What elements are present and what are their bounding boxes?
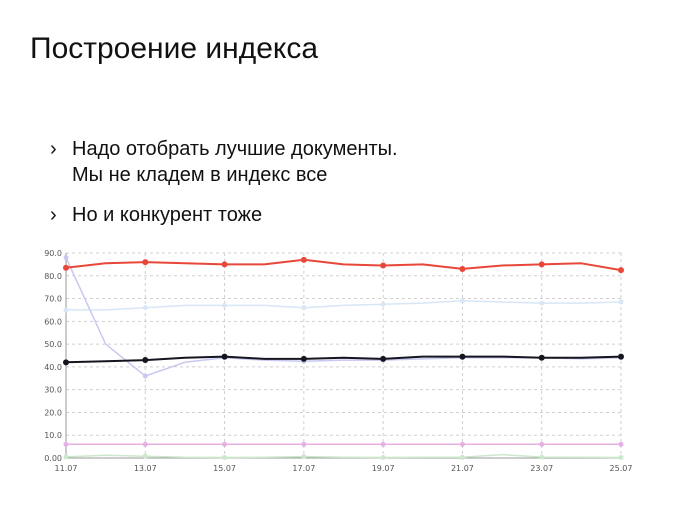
y-tick-label: 70.0 bbox=[44, 295, 62, 304]
data-point bbox=[618, 267, 624, 274]
data-point bbox=[301, 305, 307, 311]
y-tick-label: 80.0 bbox=[44, 272, 62, 281]
bullet-text: Мы не кладем в индекс все bbox=[72, 164, 328, 186]
bullet-text: Но и конкурент тоже bbox=[72, 204, 263, 226]
data-point bbox=[300, 355, 307, 362]
data-point bbox=[63, 359, 69, 366]
x-tick-label: 25.07 bbox=[610, 464, 633, 473]
data-point bbox=[222, 302, 228, 308]
y-tick-label: 30.0 bbox=[44, 386, 62, 395]
data-point bbox=[142, 453, 148, 459]
series-line bbox=[66, 300, 622, 311]
data-point bbox=[221, 261, 228, 268]
data-point bbox=[618, 299, 624, 305]
bullet-text: Надо отобрать лучшие документы. bbox=[72, 138, 398, 160]
bullet-list: › Надо отобрать лучшие документы. Мы не … bbox=[50, 136, 650, 242]
bullet-item: › Надо отобрать лучшие документы. Мы не … bbox=[50, 136, 650, 188]
data-point bbox=[142, 441, 148, 447]
data-point bbox=[142, 305, 148, 311]
slide-title: Построение индекса bbox=[30, 32, 319, 65]
series-line bbox=[65, 258, 622, 272]
x-tick-label: 21.07 bbox=[451, 464, 474, 473]
data-point bbox=[538, 354, 545, 361]
data-point bbox=[221, 353, 228, 360]
data-point bbox=[142, 357, 149, 364]
data-point bbox=[300, 256, 307, 263]
y-tick-label: 90.0 bbox=[44, 249, 62, 258]
data-point bbox=[63, 441, 69, 447]
series-line bbox=[65, 453, 622, 459]
x-tick-label: 23.07 bbox=[530, 464, 553, 473]
data-point bbox=[63, 307, 69, 313]
data-point bbox=[380, 301, 386, 307]
data-point bbox=[222, 441, 228, 447]
y-tick-label: 0.00 bbox=[44, 454, 62, 463]
data-point bbox=[618, 455, 624, 461]
data-point bbox=[618, 353, 624, 360]
data-point bbox=[459, 298, 465, 304]
y-tick-label: 10.0 bbox=[44, 431, 62, 440]
bullet-marker-icon: › bbox=[50, 204, 57, 226]
line-chart: 0.00 10.0 20.0 30.0 40.0 50.0 60.0 70.0 80.0 90.0… bbox=[44, 249, 633, 473]
x-tick-label: 17.07 bbox=[292, 464, 315, 473]
bullet-marker-icon: › bbox=[50, 138, 57, 160]
series-line bbox=[65, 355, 622, 364]
data-point bbox=[459, 353, 466, 360]
y-tick-label: 60.0 bbox=[44, 317, 62, 326]
x-tick-label: 13.07 bbox=[134, 464, 157, 473]
data-point bbox=[539, 454, 545, 460]
data-point bbox=[142, 259, 149, 266]
data-point bbox=[539, 441, 545, 447]
data-point bbox=[63, 454, 69, 460]
data-point bbox=[618, 441, 624, 447]
data-point bbox=[380, 455, 386, 461]
data-point bbox=[301, 441, 307, 447]
data-point bbox=[63, 255, 69, 261]
data-point bbox=[538, 261, 545, 268]
data-point bbox=[63, 264, 69, 271]
x-tick-label: 19.07 bbox=[372, 464, 395, 473]
data-point bbox=[222, 455, 228, 461]
x-tick-label: 15.07 bbox=[213, 464, 236, 473]
data-point bbox=[459, 454, 465, 460]
data-point bbox=[459, 441, 465, 447]
data-point bbox=[459, 265, 466, 272]
bullet-item: › Но и конкурент тоже bbox=[50, 202, 650, 228]
y-tick-label: 50.0 bbox=[44, 340, 62, 349]
data-point bbox=[380, 355, 387, 362]
data-point bbox=[539, 300, 545, 306]
y-tick-label: 40.0 bbox=[44, 363, 62, 372]
data-point bbox=[380, 441, 386, 447]
data-point bbox=[301, 454, 307, 460]
x-tick-label: 11.07 bbox=[55, 464, 78, 473]
y-tick-label: 20.0 bbox=[44, 408, 62, 417]
data-point bbox=[142, 373, 148, 379]
data-point bbox=[380, 262, 387, 269]
